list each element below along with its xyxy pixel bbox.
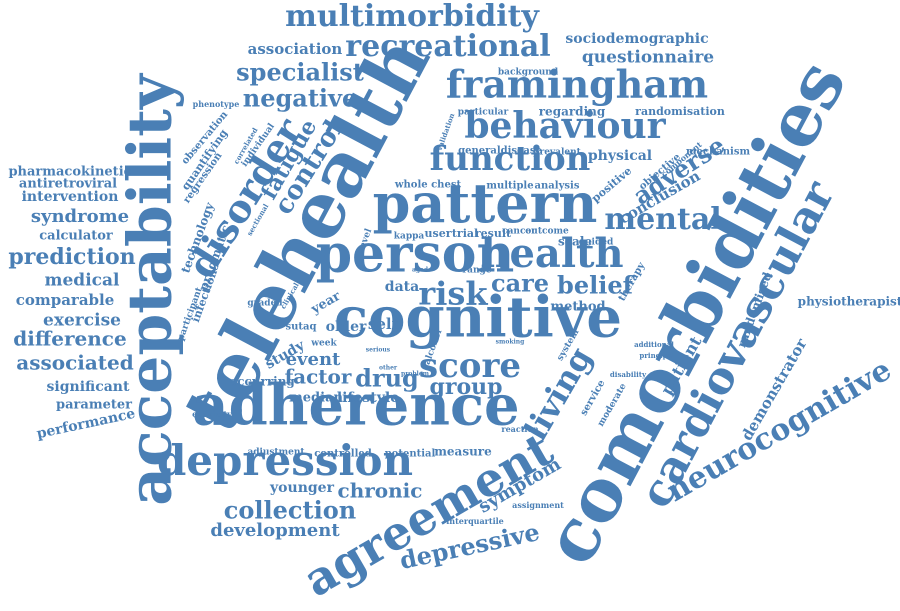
word: method	[550, 300, 605, 315]
word: specialist	[236, 58, 364, 87]
word: generaldisease	[458, 146, 542, 157]
word: analysis	[535, 181, 580, 192]
word: associated	[16, 351, 134, 375]
word: questionnaire	[582, 48, 714, 68]
word: reaction	[501, 424, 538, 434]
word: prevalent	[533, 148, 582, 158]
word: multimorbidity	[285, 0, 540, 34]
word: risk	[418, 275, 488, 313]
word: week	[310, 339, 337, 349]
word: belief	[557, 271, 635, 300]
word: recreational	[345, 29, 550, 64]
word: occurring	[229, 375, 295, 389]
word: other	[379, 365, 398, 372]
word: interquartile	[446, 516, 504, 526]
word: negative	[243, 84, 357, 113]
word: pattern	[373, 171, 598, 235]
word: younger	[269, 480, 335, 496]
word: chronic	[338, 479, 423, 503]
word: scale	[558, 235, 592, 249]
word: association	[248, 40, 343, 58]
word: lifestyle	[337, 390, 399, 406]
word: self	[368, 315, 400, 333]
word: acceptability	[116, 72, 186, 506]
word: kappa	[394, 232, 425, 242]
word: exercise	[43, 311, 121, 331]
word: cancer	[502, 227, 536, 237]
word: pharmacokinetic	[8, 165, 131, 180]
word: smoking	[496, 339, 526, 346]
word: outcome	[525, 227, 569, 237]
word: group	[429, 374, 502, 400]
word: result	[475, 227, 512, 240]
word: background	[498, 68, 559, 78]
word: physical	[588, 148, 652, 164]
word: health	[480, 230, 623, 277]
word: aged	[412, 267, 429, 274]
word: problem	[401, 371, 430, 378]
word: median	[289, 391, 343, 406]
word: particular	[458, 108, 509, 118]
word: prediction	[8, 244, 135, 270]
word: multiple	[486, 181, 533, 192]
word: framingham	[446, 62, 708, 107]
word: phenotype	[193, 99, 240, 109]
word: cognitive	[334, 285, 622, 351]
word: guided	[579, 238, 614, 248]
word: development	[210, 520, 340, 541]
word: adjustment	[247, 448, 305, 458]
word: older	[326, 319, 367, 335]
word: serious	[366, 347, 391, 354]
word: calculator	[39, 229, 113, 244]
word: trial	[452, 227, 478, 240]
word: graded	[247, 299, 283, 309]
word: depression	[157, 436, 413, 485]
word: ethnicity	[192, 409, 232, 419]
word: collection	[224, 496, 356, 525]
word: range	[462, 266, 491, 276]
word: antiretroviral	[19, 177, 117, 192]
word: whole chest	[394, 180, 462, 191]
word: drug	[355, 364, 419, 393]
word: user	[425, 227, 452, 240]
word: adherence	[192, 373, 519, 439]
word: person	[316, 224, 515, 285]
word: mechanism	[686, 147, 750, 158]
word: score	[419, 346, 521, 386]
word: behaviour	[464, 105, 666, 147]
word: parameter	[56, 398, 132, 413]
word: sutaq	[286, 322, 317, 333]
word: function	[430, 139, 591, 179]
word: additional	[634, 340, 674, 349]
word: difference	[13, 327, 126, 351]
word: randomisation	[635, 105, 725, 118]
word: care	[491, 269, 549, 298]
word: assignment	[512, 500, 564, 510]
word: medical	[45, 271, 121, 291]
word: intervention	[22, 189, 119, 205]
word: comparable	[16, 291, 115, 309]
word: controlled	[314, 449, 372, 460]
word: event	[286, 349, 341, 370]
word: physiotherapist	[798, 295, 900, 309]
word: principal	[639, 351, 675, 360]
word: disability	[610, 370, 647, 379]
word: potential	[385, 449, 436, 460]
word: regarding	[539, 105, 606, 119]
word: factor	[285, 365, 352, 389]
word: measure	[434, 445, 492, 459]
word: sociodemographic	[565, 31, 708, 47]
word: data	[385, 279, 419, 295]
word: mental	[604, 202, 721, 237]
word: syndrome	[31, 206, 129, 227]
word: significant	[47, 379, 130, 395]
